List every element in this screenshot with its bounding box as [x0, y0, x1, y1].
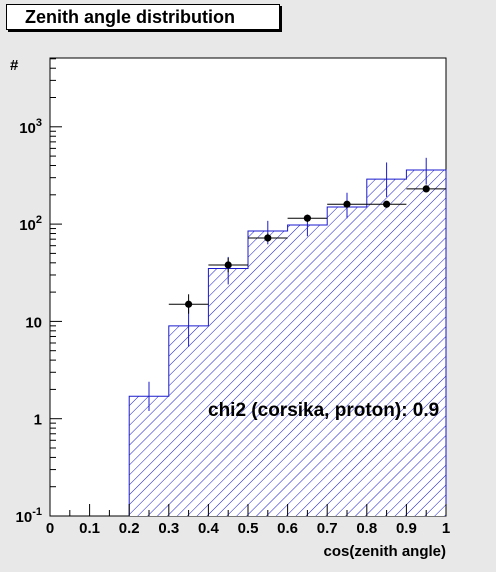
data-point [383, 200, 391, 208]
data-point [264, 234, 272, 242]
data-point [422, 185, 430, 193]
x-tick-label: 0.5 [238, 520, 259, 537]
x-tick-label: 1 [442, 520, 450, 537]
histogram-outline [128, 169, 447, 516]
x-axis-label: cos(zenith angle) [323, 543, 446, 560]
points-layer [168, 185, 446, 314]
histogram-bar [129, 396, 169, 516]
data-point [343, 200, 351, 208]
histogram-bar [327, 206, 367, 517]
y-tick-label: 102 [19, 214, 42, 234]
axis-layer: 0 0.1 0.2 0.3 0.4 0.5 0.6 0.7 0.8 0.9 1 10-1 1 10 102 1… [16, 58, 450, 537]
data-point [303, 214, 311, 222]
histogram-bar [208, 268, 248, 516]
y-axis-label: # [10, 57, 19, 74]
x-tick-label: 0 [46, 520, 54, 537]
histogram-bar [406, 169, 446, 516]
x-tick-label: 0.9 [396, 520, 417, 537]
x-tick-label: 0.8 [356, 520, 377, 537]
data-point [224, 261, 232, 269]
x-tick-label: 0.1 [79, 520, 100, 537]
histogram-bar [168, 325, 209, 516]
chart-title: Zenith angle distribution [6, 4, 280, 30]
histogram-bar [248, 230, 288, 517]
histogram-layer [128, 157, 447, 517]
y-tick-label: 10-1 [16, 506, 42, 526]
y-tick-label: 1 [34, 412, 42, 429]
x-tick-label: 0.6 [277, 520, 298, 537]
y-tick-label: 103 [19, 117, 42, 137]
x-tick-label: 0.7 [317, 520, 338, 537]
data-point [185, 300, 193, 308]
histogram-bar [287, 224, 328, 516]
chi2-annotation: chi2 (corsika, proton): 0.9 [208, 400, 439, 421]
x-tick-label: 0.4 [198, 520, 220, 537]
x-tick-label: 0.2 [119, 520, 140, 537]
y-tick-label: 10 [25, 314, 42, 331]
histogram-bar [366, 179, 407, 516]
x-tick-label: 0.3 [158, 520, 179, 537]
